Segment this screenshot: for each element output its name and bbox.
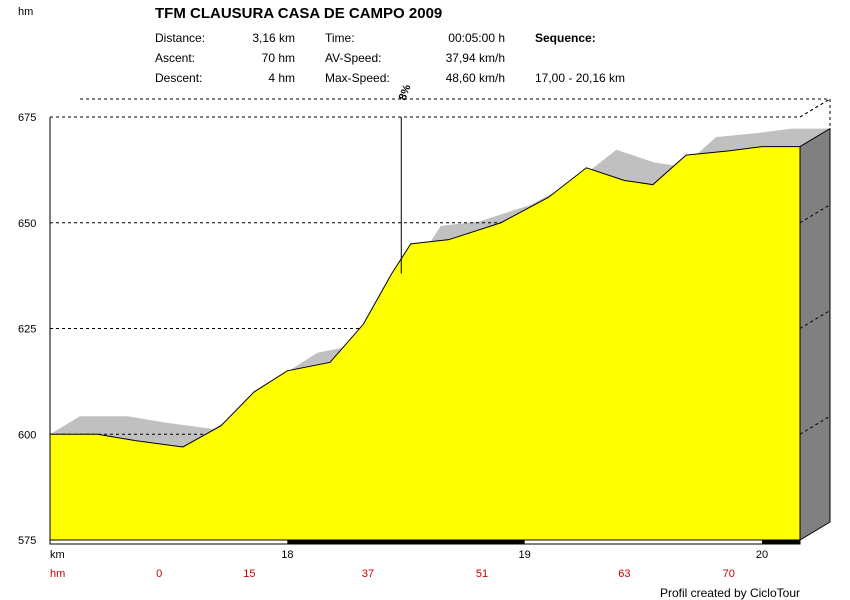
elevation-area	[50, 146, 800, 541]
distance-value: 3,16 km	[252, 31, 295, 45]
x-axis-unit-label: km	[50, 549, 65, 561]
y-tick-label-600: 600	[18, 429, 36, 441]
altitude-gain-label-2: 37	[362, 568, 374, 580]
x-tick-label-19: 19	[519, 549, 531, 561]
x-tick-label-20: 20	[756, 549, 768, 561]
descent-value: 4 hm	[268, 71, 295, 85]
altitude-gain-label-3: 51	[476, 568, 488, 580]
distance-label: Distance:	[155, 31, 206, 45]
y-tick-label-625: 625	[18, 324, 36, 336]
altitude-gain-label-0: 0	[156, 568, 162, 580]
ascent-value: 70 hm	[261, 51, 295, 65]
profile-side-face	[799, 127, 831, 541]
maxspeed-label: Max-Speed:	[325, 71, 390, 85]
y-tick-label-675: 675	[18, 112, 36, 124]
avspeed-label: AV-Speed:	[325, 51, 382, 65]
elevation-unit-label: hm	[18, 6, 34, 18]
descent-label: Descent:	[155, 71, 203, 85]
gradient-annotation-0: 8%	[397, 83, 414, 102]
km-scale-segment-0	[287, 540, 525, 544]
altitude-gain-label-4: 63	[618, 568, 630, 580]
credit-text: Profil created by CicloTour	[659, 586, 800, 600]
x-tick-label-18: 18	[281, 549, 293, 561]
y-tick-label-575: 575	[18, 535, 36, 547]
time-label: Time:	[325, 31, 355, 45]
ascent-label: Ascent:	[155, 51, 196, 65]
altitude-gain-label-1: 15	[243, 568, 255, 580]
sequence-value: 17,00 - 20,16 km	[535, 71, 626, 85]
time-value: 00:05:00 h	[448, 31, 505, 45]
maxspeed-value: 48,60 km/h	[445, 71, 505, 85]
hm-row-label: hm	[50, 568, 65, 580]
y-tick-label-650: 650	[18, 218, 36, 230]
sequence-label: Sequence:	[535, 31, 596, 45]
altitude-gain-label-5: 70	[723, 568, 735, 580]
elevation-line	[50, 146, 800, 448]
avspeed-value: 37,94 km/h	[445, 51, 505, 65]
chart-title: TFM CLAUSURA CASA DE CAMPO 2009	[155, 5, 443, 22]
km-scale-segment-1	[762, 540, 800, 544]
